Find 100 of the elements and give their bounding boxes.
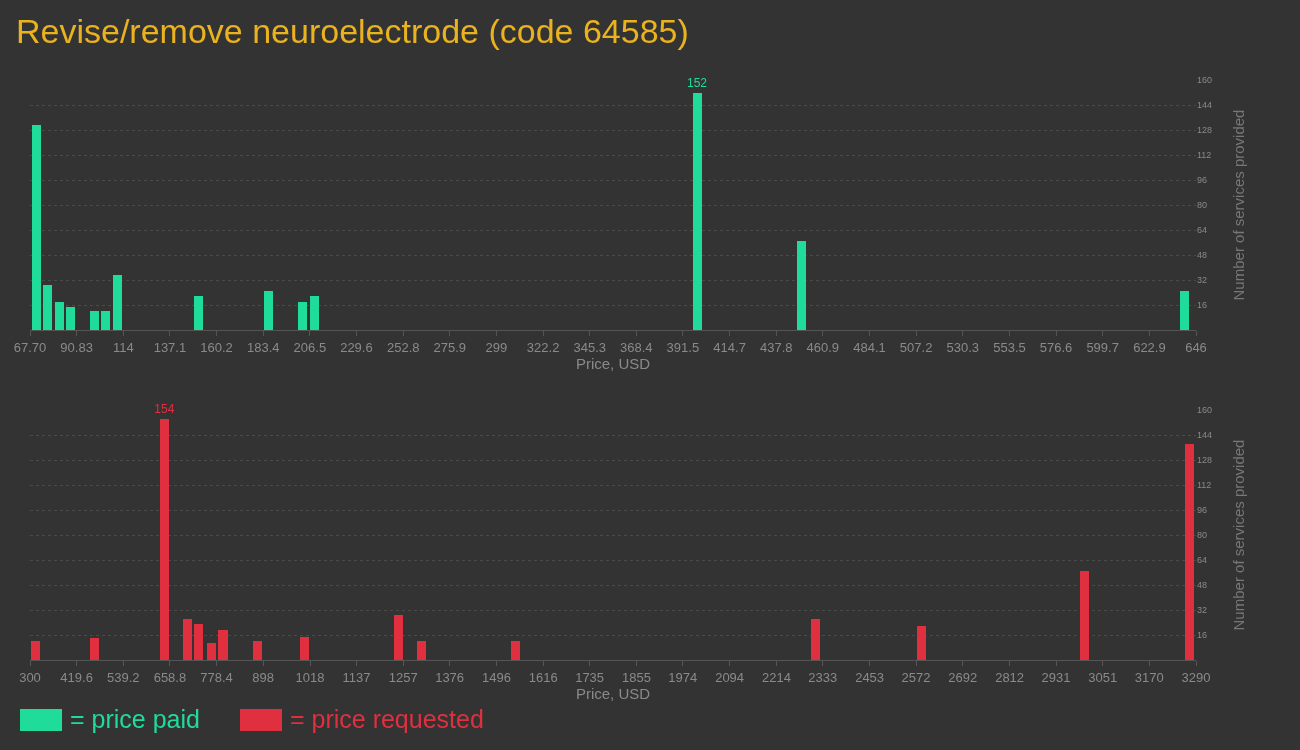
bar xyxy=(31,125,41,330)
y-tick-label: 96 xyxy=(1197,175,1208,186)
bar xyxy=(66,306,76,330)
x-tick-label: 553.5 xyxy=(993,339,1026,355)
x-tick-label: 2931 xyxy=(1041,669,1071,685)
x-tick-label: 90.83 xyxy=(60,339,93,355)
x-tick-label: 1496 xyxy=(481,669,511,685)
x-tick-label: 3290 xyxy=(1181,669,1211,685)
y-tick-label: 128 xyxy=(1197,455,1213,466)
bar xyxy=(263,290,273,330)
x-tick-label: 1855 xyxy=(621,669,651,685)
y-tick-label: 96 xyxy=(1197,505,1208,516)
y-tick-label: 16 xyxy=(1197,630,1208,641)
y-tick-label: 144 xyxy=(1197,430,1213,441)
x-tick-label: 3051 xyxy=(1088,669,1118,685)
bar xyxy=(416,641,426,660)
x-tick-label: 1137 xyxy=(342,669,371,685)
x-tick-label: 646 xyxy=(1185,339,1207,355)
x-tick-label: 1376 xyxy=(435,669,465,685)
y-axis-title: Number of services provided xyxy=(1230,109,1248,301)
bar xyxy=(692,92,702,330)
bar xyxy=(89,638,99,660)
y-tick-label: 16 xyxy=(1197,300,1208,311)
y-axis-title: Number of services provided xyxy=(1230,439,1248,631)
y-tick-label: 32 xyxy=(1197,605,1208,616)
x-tick-label: 2214 xyxy=(761,669,791,685)
y-tick-label: 112 xyxy=(1197,480,1212,491)
x-tick-label: 460.9 xyxy=(806,339,840,355)
x-tick-label: 414.7 xyxy=(713,339,746,355)
y-tick-label: 128 xyxy=(1197,125,1213,136)
y-tick-label: 112 xyxy=(1197,150,1212,161)
bar xyxy=(298,301,308,330)
bar xyxy=(206,642,216,660)
x-tick-label: 898 xyxy=(252,669,275,685)
bar xyxy=(54,301,64,330)
x-tick-label: 229.6 xyxy=(340,339,373,355)
y-tick-label: 160 xyxy=(1197,405,1213,416)
bar xyxy=(1185,444,1195,660)
bar xyxy=(253,641,263,660)
x-tick-label: 2094 xyxy=(715,669,745,685)
bar xyxy=(299,636,310,660)
x-tick-label: 1974 xyxy=(668,669,698,685)
bar xyxy=(101,311,111,330)
y-tick-label: 48 xyxy=(1197,250,1208,261)
y-tick-label: 64 xyxy=(1197,555,1208,566)
x-tick-label: 2333 xyxy=(808,669,838,685)
data-label: 152 xyxy=(687,75,708,90)
bar xyxy=(112,275,122,330)
x-tick-label: 437.8 xyxy=(759,339,793,355)
bar xyxy=(31,641,41,660)
x-tick-label: 1735 xyxy=(575,669,605,685)
bar xyxy=(1080,570,1090,660)
x-tick-label: 1018 xyxy=(295,669,325,685)
y-tick-label: 160 xyxy=(1197,75,1213,86)
x-tick-label: 2812 xyxy=(995,669,1025,685)
x-tick-label: 114 xyxy=(112,339,134,355)
y-tick-label: 48 xyxy=(1197,580,1208,591)
x-tick-label: 1257 xyxy=(388,669,418,685)
x-tick-label: 1616 xyxy=(528,669,558,685)
x-tick-label: 252.8 xyxy=(386,339,420,355)
bar xyxy=(89,311,99,330)
bar xyxy=(1180,290,1190,330)
x-tick-label: 539.2 xyxy=(107,669,140,685)
x-axis-title: Price, USD xyxy=(575,684,651,702)
x-tick-label: 778.4 xyxy=(200,669,233,685)
bar xyxy=(182,619,193,660)
x-tick-label: 67.70 xyxy=(13,339,47,355)
bar xyxy=(218,630,228,660)
bar xyxy=(916,625,926,660)
legend-label: = price requested xyxy=(289,705,484,734)
x-tick-label: 391.5 xyxy=(666,339,700,355)
x-tick-label: 419.6 xyxy=(60,669,93,685)
x-tick-label: 658.8 xyxy=(153,669,187,685)
x-tick-label: 206.5 xyxy=(293,339,327,355)
x-tick-label: 300 xyxy=(19,669,41,685)
y-tick-label: 32 xyxy=(1197,275,1208,286)
y-tick-label: 80 xyxy=(1197,530,1208,541)
x-tick-label: 2453 xyxy=(855,669,885,685)
x-tick-label: 2692 xyxy=(948,669,978,685)
x-tick-label: 3170 xyxy=(1134,669,1164,685)
x-tick-label: 599.7 xyxy=(1086,339,1119,355)
x-tick-label: 322.2 xyxy=(526,339,560,355)
x-tick-label: 622.9 xyxy=(1133,339,1166,355)
x-tick-label: 345.3 xyxy=(573,339,606,355)
bar xyxy=(159,419,170,660)
x-tick-label: 183.4 xyxy=(247,339,280,355)
chart-title: Revise/remove neuroelectrode (code 64585) xyxy=(16,12,689,51)
bar xyxy=(811,619,821,660)
y-tick-label: 144 xyxy=(1197,100,1213,111)
x-tick-label: 530.3 xyxy=(946,339,979,355)
y-tick-label: 64 xyxy=(1197,225,1208,236)
bar xyxy=(797,240,807,330)
legend-label: = price paid xyxy=(70,705,200,734)
bar xyxy=(43,284,53,330)
x-tick-label: 275.9 xyxy=(433,339,467,355)
x-tick-label: 507.2 xyxy=(899,339,933,355)
bar xyxy=(309,295,319,330)
x-tick-label: 484.1 xyxy=(853,339,886,355)
x-tick-label: 368.4 xyxy=(620,339,653,355)
bar xyxy=(510,641,520,660)
